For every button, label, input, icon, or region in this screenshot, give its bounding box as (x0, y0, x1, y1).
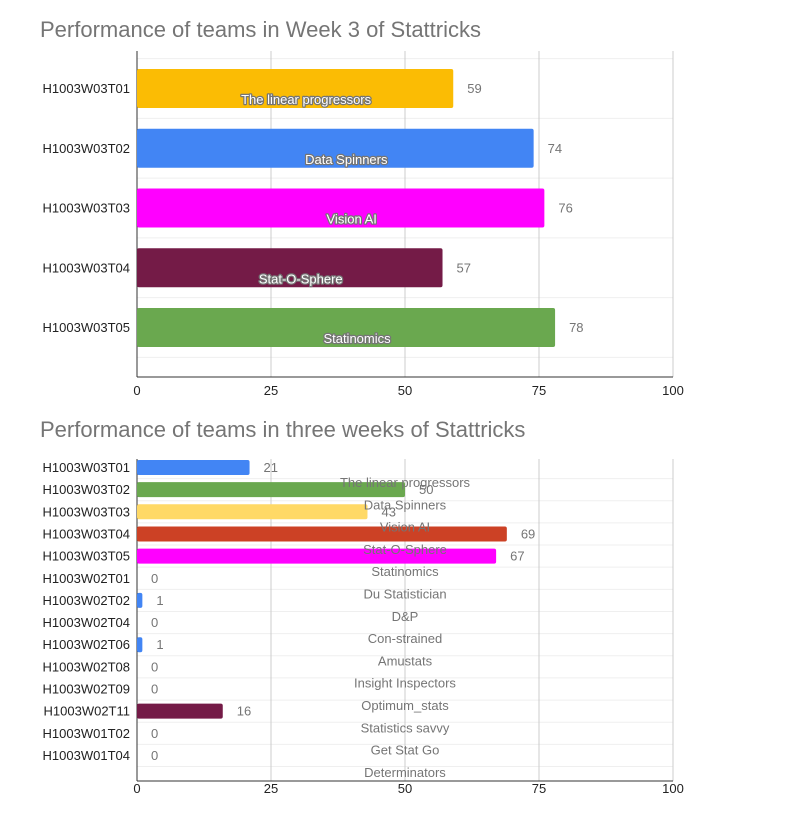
all-value-label: 0 (151, 682, 158, 697)
all-x-tick-label: 25 (264, 781, 278, 796)
w3-team-name-label: The linear progressors (241, 92, 372, 107)
all-team-name-label: Con-strained (368, 631, 442, 646)
all-team-name-label: Vision AI (380, 520, 430, 535)
all-value-label: 0 (151, 748, 158, 763)
all-team-name-label: Statistics savvy (361, 720, 450, 735)
all-category-label: H1003W02T06 (43, 637, 130, 652)
all-category-label: H1003W03T05 (43, 549, 130, 564)
w3-x-tick-label: 50 (398, 383, 412, 398)
all-bar (137, 592, 143, 608)
w3-bar (137, 128, 534, 168)
chart-week3: 0 25 50 75 100 H1003W03T01 59 H1003W03T02 74 H100… (43, 51, 684, 398)
all-value-label: 67 (510, 549, 524, 564)
all-category-label: H1003W02T09 (43, 682, 130, 697)
all-value-label: 0 (151, 615, 158, 630)
all-bar (137, 703, 223, 719)
w3-value-label: 76 (558, 201, 572, 216)
w3-team-name-label: Stat-O-Sphere (259, 271, 343, 286)
all-bar (137, 637, 143, 653)
all-team-name-label: Stat-O-Sphere (363, 542, 447, 557)
all-value-label: 1 (156, 593, 163, 608)
all-value-label: 0 (151, 659, 158, 674)
all-category-label: H1003W02T11 (44, 704, 130, 719)
all-bar (137, 460, 250, 475)
all-category-label: H1003W02T08 (43, 659, 130, 674)
all-team-name-label: Insight Inspectors (354, 676, 456, 691)
all-team-name-label: Determinators (364, 765, 446, 780)
w3-team-name-label: Data Spinners (305, 152, 388, 167)
all-bar (137, 482, 405, 498)
all-team-name-label: The linear progressors (340, 475, 471, 490)
w3-team-name-label: Statinomics (323, 331, 391, 346)
w3-category-label: H1003W03T02 (43, 141, 130, 156)
all-team-name-label: Get Stat Go (371, 743, 440, 758)
all-category-label: H1003W02T01 (43, 571, 130, 586)
w3-bar (137, 248, 443, 288)
all-value-label: 16 (237, 704, 251, 719)
w3-category-label: H1003W03T05 (43, 320, 130, 335)
w3-team-name-label: Vision AI (327, 212, 377, 227)
all-value-label: 21 (264, 460, 278, 475)
all-value-label: 50 (419, 482, 433, 497)
all-category-label: H1003W03T01 (43, 460, 130, 475)
w3-bar (137, 308, 556, 347)
all-category-label: H1003W02T04 (43, 615, 130, 630)
all-team-name-label: Optimum_stats (361, 698, 449, 713)
all-x-tick-label: 50 (398, 781, 412, 796)
all-bar (137, 548, 497, 564)
w3-value-label: 78 (569, 320, 583, 335)
w3-bar (137, 69, 454, 108)
w3-value-label: 59 (467, 81, 481, 96)
w3-x-tick-label: 100 (662, 383, 684, 398)
all-category-label: H1003W03T02 (43, 482, 130, 497)
all-value-label: 0 (151, 571, 158, 586)
all-team-name-label: Data Spinners (364, 497, 447, 512)
all-value-label: 1 (156, 637, 163, 652)
w3-value-label: 57 (457, 260, 471, 275)
all-team-name-label: Statinomics (371, 564, 439, 579)
all-bar (137, 504, 368, 520)
w3-category-label: H1003W03T04 (43, 260, 130, 275)
w3-x-tick-label: 0 (133, 383, 140, 398)
w3-x-tick-label: 25 (264, 383, 278, 398)
chart-title-week3: Performance of teams in Week 3 of Stattr… (40, 17, 481, 42)
w3-bar (137, 188, 545, 228)
all-x-tick-label: 100 (662, 781, 684, 796)
all-value-label: 69 (521, 526, 535, 541)
all-category-label: H1003W01T04 (43, 748, 130, 763)
all-value-label: 0 (151, 726, 158, 741)
w3-x-tick-label: 75 (532, 383, 546, 398)
all-category-label: H1003W02T02 (43, 593, 130, 608)
all-team-name-label: Amustats (378, 653, 433, 668)
all-category-label: H1003W03T04 (43, 526, 130, 541)
w3-value-label: 74 (548, 141, 562, 156)
all-team-name-label: Du Statistician (363, 587, 446, 602)
all-bar (137, 526, 507, 542)
w3-category-label: H1003W03T01 (43, 81, 130, 96)
all-x-tick-label: 75 (532, 781, 546, 796)
all-value-label: 43 (381, 504, 395, 519)
all-x-tick-label: 0 (133, 781, 140, 796)
chart-title-three-weeks: Performance of teams in three weeks of S… (40, 417, 526, 442)
w3-category-label: H1003W03T03 (43, 201, 130, 216)
all-team-name-label: D&P (392, 609, 419, 624)
all-category-label: H1003W01T02 (43, 726, 130, 741)
all-category-label: H1003W03T03 (43, 504, 130, 519)
